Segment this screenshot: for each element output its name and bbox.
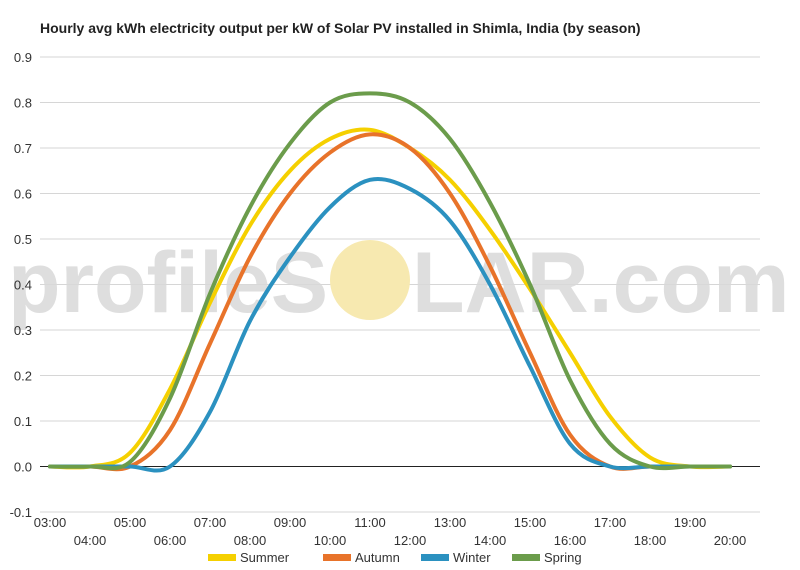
x-tick-label: 10:00 (314, 533, 347, 548)
x-tick-label: 20:00 (714, 533, 747, 548)
y-tick-label: 0.5 (14, 232, 32, 247)
y-tick-label: 0.7 (14, 141, 32, 156)
x-tick-label: 03:00 (34, 515, 67, 530)
x-tick-label: 18:00 (634, 533, 667, 548)
x-tick-label: 15:00 (514, 515, 547, 530)
chart-title: Hourly avg kWh electricity output per kW… (40, 20, 641, 36)
x-tick-label: 08:00 (234, 533, 267, 548)
watermark-text-right: LAR.com (412, 235, 789, 331)
x-tick-label: 07:00 (194, 515, 227, 530)
legend-label-spring: Spring (544, 550, 582, 565)
x-tick-label: 17:00 (594, 515, 627, 530)
legend-swatch-winter (421, 554, 449, 561)
watermark: profileS LAR.com (8, 235, 789, 331)
y-tick-label: 0.1 (14, 414, 32, 429)
y-axis-ticks: -0.1 0.0 0.1 0.2 0.3 0.4 0.5 0.6 0.7 0.8 0.9 (10, 50, 32, 520)
y-tick-label: 0.6 (14, 187, 32, 202)
y-tick-label: -0.1 (10, 505, 32, 520)
x-tick-label: 13:00 (434, 515, 467, 530)
series-lines (48, 91, 732, 473)
legend-swatch-summer (208, 554, 236, 561)
x-tick-label: 05:00 (114, 515, 147, 530)
legend: Summer Autumn Winter Spring (208, 550, 582, 565)
x-tick-label: 09:00 (274, 515, 307, 530)
legend-label-summer: Summer (240, 550, 290, 565)
x-tick-label: 06:00 (154, 533, 187, 548)
legend-label-autumn: Autumn (355, 550, 400, 565)
y-tick-label: 0.2 (14, 369, 32, 384)
y-tick-label: 0.9 (14, 50, 32, 65)
legend-label-winter: Winter (453, 550, 491, 565)
y-tick-label: 0.3 (14, 323, 32, 338)
legend-swatch-spring (512, 554, 540, 561)
watermark-text-left: profileS (8, 235, 328, 331)
x-tick-label: 16:00 (554, 533, 587, 548)
y-tick-label: 0.4 (14, 278, 32, 293)
series-line-spring (48, 91, 732, 471)
x-axis-ticks: 03:00 04:00 05:00 06:00 07:00 08:00 09:00 10:00… (34, 515, 747, 548)
x-tick-label: 14:00 (474, 533, 507, 548)
x-tick-label: 11:00 (354, 515, 386, 530)
x-tick-label: 12:00 (394, 533, 427, 548)
series-line-winter (48, 177, 732, 473)
y-tick-label: 0.0 (14, 460, 32, 475)
x-tick-label: 04:00 (74, 533, 107, 548)
legend-swatch-autumn (323, 554, 351, 561)
y-tick-label: 0.8 (14, 96, 32, 111)
x-tick-label: 19:00 (674, 515, 707, 530)
watermark-sun (330, 240, 410, 320)
